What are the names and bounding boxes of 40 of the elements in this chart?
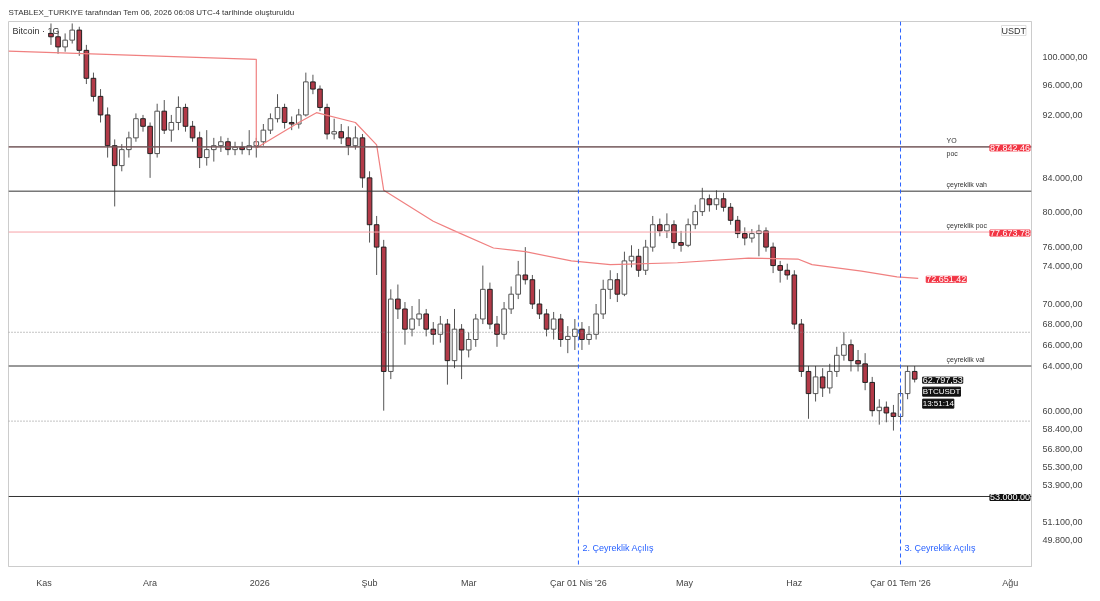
y-tick-label: 51.100,00 bbox=[1042, 516, 1083, 527]
x-tick-label: Haz bbox=[786, 577, 803, 588]
y-axis-title: USDT bbox=[1001, 25, 1027, 36]
y-tick-label: 49.800,00 bbox=[1042, 534, 1083, 545]
x-tick-label: Kas bbox=[36, 577, 53, 588]
x-tick-label: May bbox=[676, 577, 694, 588]
annotation: 62.797,53 bbox=[922, 375, 963, 386]
y-tick-label: 80.000,00 bbox=[1042, 206, 1083, 217]
y-tick-label: 55.300,00 bbox=[1042, 462, 1083, 473]
y-tick-label: 53.900,00 bbox=[1042, 479, 1083, 490]
y-tick-label: 68.000,00 bbox=[1042, 319, 1083, 330]
y-tick-label: 66.000,00 bbox=[1042, 339, 1083, 350]
x-tick-label: Çar 01 Tem '26 bbox=[870, 577, 931, 588]
annotation: 77.673,78 bbox=[989, 228, 1030, 239]
chart-title: Bitcoin · 1G bbox=[12, 25, 60, 36]
y-tick-label: 58.400,00 bbox=[1042, 424, 1083, 435]
y-tick-label: 76.000,00 bbox=[1042, 242, 1083, 253]
y-tick-label: 100.000,00 bbox=[1042, 52, 1088, 63]
y-tick-label: 74.000,00 bbox=[1042, 260, 1083, 271]
annotation: 53.000,00 bbox=[989, 492, 1030, 503]
ref-line-label: 2. Çeyreklik Açılış bbox=[582, 542, 654, 553]
annotation: 13:51:14 bbox=[922, 399, 955, 409]
annotation: BTCUSDT bbox=[922, 387, 961, 397]
ref-line-label: 3. Çeyreklik Açılış bbox=[904, 542, 977, 553]
x-tick-label: Mar bbox=[460, 577, 477, 588]
y-tick-label: 84.000,00 bbox=[1042, 172, 1083, 183]
annotation: 72.651,42 bbox=[926, 274, 967, 285]
text: STABLEX_TURKIYE tarafından Tem 06, 2026 06:08 UTC-4 tarihinde oluşturuldu bbox=[8, 7, 295, 17]
y-tick-label: 56.800,00 bbox=[1042, 443, 1083, 454]
y-tick-label: 70.000,00 bbox=[1042, 299, 1083, 310]
x-tick-label: Ara bbox=[143, 577, 158, 588]
y-tick-label: 96.000,00 bbox=[1042, 80, 1083, 91]
x-tick-label: Çar 01 Nis '26 bbox=[550, 577, 607, 588]
x-tick-label: Ağu bbox=[1002, 577, 1019, 588]
x-tick-label: 2026 bbox=[249, 577, 270, 588]
y-tick-label: 64.000,00 bbox=[1042, 361, 1083, 372]
y-tick-label: 60.000,00 bbox=[1042, 405, 1083, 416]
x-tick-label: Şub bbox=[361, 577, 378, 588]
annotation: 87.842,46 bbox=[989, 142, 1030, 153]
y-tick-label: 92.000,00 bbox=[1042, 109, 1083, 120]
